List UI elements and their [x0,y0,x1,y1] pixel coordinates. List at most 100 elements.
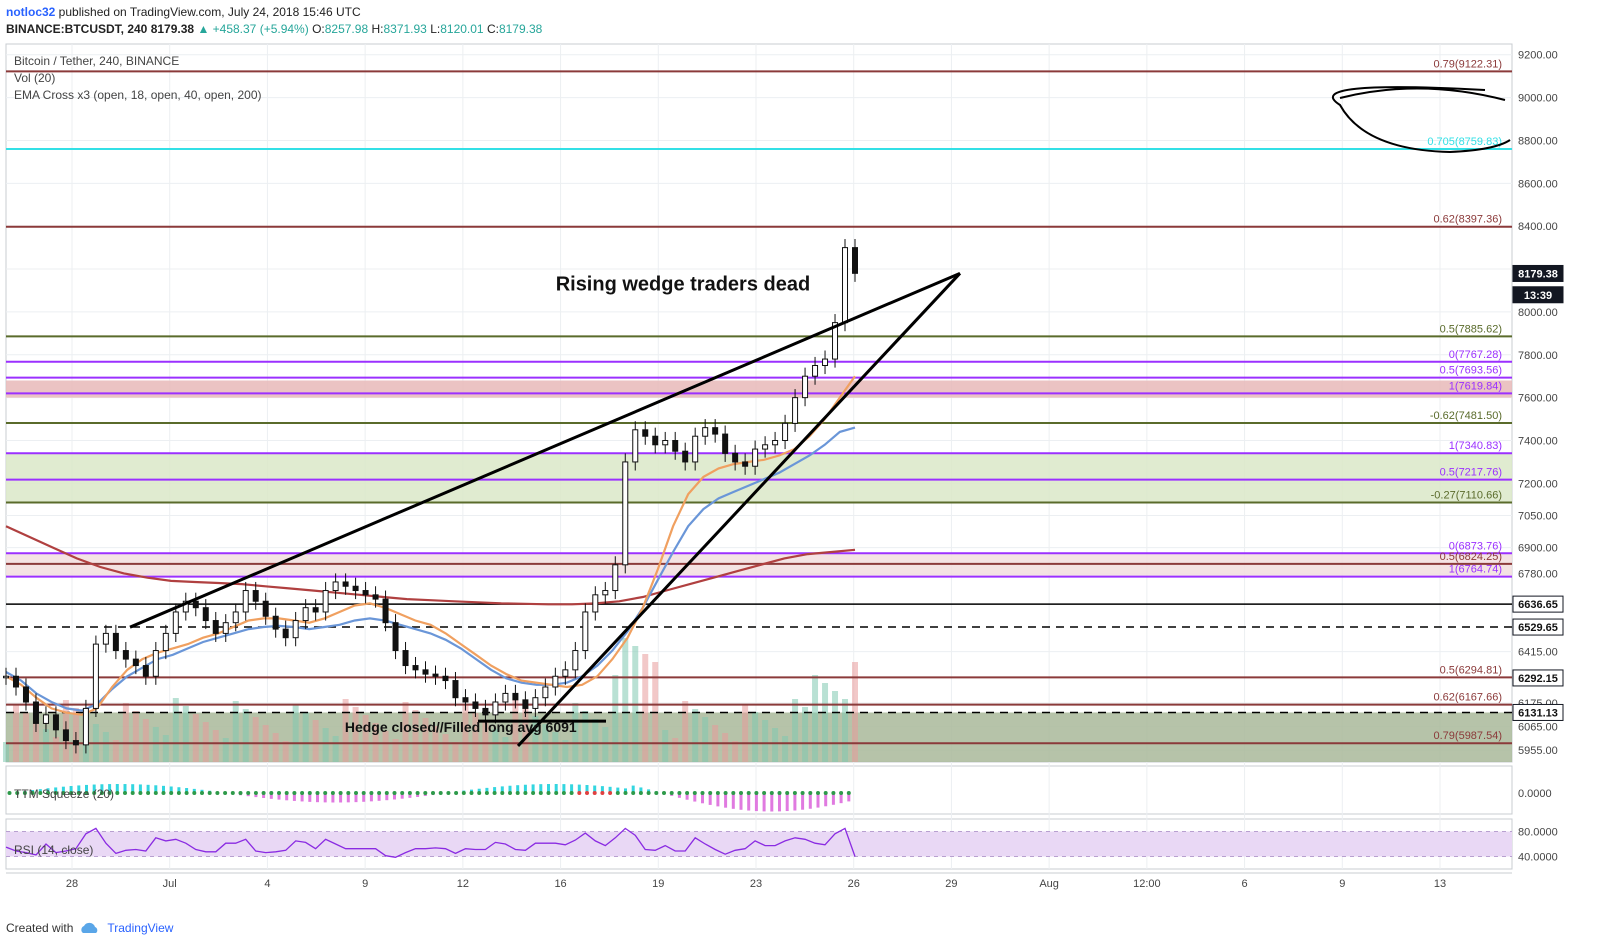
fib-level-label: 1(6764.74) [1449,564,1502,576]
squeeze-dot [384,791,389,795]
volume-bar [502,737,509,762]
squeeze-dot [238,791,243,795]
price-badge [1512,286,1564,304]
squeeze-bar [316,793,319,803]
squeeze-dot [600,791,605,795]
squeeze-dot [7,791,12,795]
squeeze-bar [539,784,543,794]
volume-bar [292,704,299,762]
author-link[interactable]: notloc32 [6,5,56,19]
candle-body [172,611,179,634]
volume-bar [772,728,779,762]
squeeze-dot [839,791,844,795]
candle-body [732,452,739,463]
volume-bar [642,654,649,762]
volume-bar [512,700,519,762]
squeeze-bar [562,784,566,794]
candle-body [102,632,109,645]
candle-body [682,450,689,463]
squeeze-bar [369,793,373,802]
squeeze-dot [700,791,705,795]
squeeze-tick-label: 0.0000 [1518,788,1552,800]
squeeze-bar [577,784,581,794]
squeeze-bar [701,793,704,804]
x-tick-label: 28 [66,878,78,890]
squeeze-dot [423,791,428,795]
volume-bar [782,736,789,762]
squeeze-dot [477,791,482,795]
created-with-text: Created with [6,921,74,935]
volume-bar [52,737,59,762]
squeeze-dot [292,791,297,795]
volume-bar [592,719,599,762]
price-badge [1512,618,1564,636]
y-tick-label: 6780.00 [1518,568,1558,580]
candle-body [842,247,849,324]
squeeze-bar [323,793,327,803]
squeeze-bar [54,787,58,794]
candle-body [492,701,499,716]
squeeze-dot [561,791,566,795]
open-label: O: [312,22,325,36]
candle-body [262,600,269,617]
candle-body [62,729,69,742]
squeeze-dot [392,791,397,795]
squeeze-dot [369,791,374,795]
squeeze-bar [778,793,781,812]
candle-body [3,675,9,679]
fib-level-label: 0.5(6294.81) [1440,664,1502,676]
squeeze-dot [400,791,405,795]
squeeze-dot [253,791,258,795]
volume-bar [522,708,529,762]
squeeze-dot [631,791,636,795]
squeeze-dot [508,791,512,795]
tradingview-link[interactable]: TradingView [107,921,174,935]
squeeze-dot [330,791,335,795]
volume-bar [702,717,709,762]
squeeze-bar [739,793,743,810]
squeeze-bar [77,785,81,794]
candle-body [12,675,19,688]
high-label: H: [371,22,384,36]
volume-bar [232,701,239,762]
squeeze-bar [331,793,335,803]
volume-bar [412,710,419,762]
candle-body [802,375,809,399]
volume-bar [342,699,349,762]
squeeze-dot [315,791,320,795]
price-badge [1512,264,1564,282]
candle-body [532,697,539,709]
candle-body [342,581,349,587]
squeeze-bar [747,793,751,811]
squeeze-bar [762,793,766,812]
squeeze-dot [115,791,120,795]
volume-bar [332,736,339,762]
candle-body [772,440,779,446]
candle-body [832,322,839,360]
squeeze-dot [269,791,274,795]
y-tick-label: 6065.00 [1518,722,1558,734]
fib-level-label: 0.62(6167.66) [1434,692,1503,704]
squeeze-dot [230,791,235,795]
price-zone [6,712,1512,762]
fib-level-label: 0.705(8759.83) [1427,136,1502,148]
squeeze-dot [754,791,759,795]
squeeze-dot [777,791,782,795]
volume-bar [452,742,459,762]
volume-bar [22,713,29,762]
squeeze-dot [762,791,767,795]
y-tick-label: 7400.00 [1518,436,1558,448]
candle-body [272,615,279,630]
volume-bar [552,732,559,762]
squeeze-dot [692,791,697,795]
candle-body [562,669,569,677]
squeeze-bar [677,793,681,798]
candle-body [292,620,299,639]
volume-bar [152,727,159,762]
squeeze-dot [84,791,89,795]
volume-bar [172,698,179,762]
target-ellipse-drawing [1332,86,1511,154]
squeeze-bar [731,793,735,809]
squeeze-dot [577,791,582,795]
